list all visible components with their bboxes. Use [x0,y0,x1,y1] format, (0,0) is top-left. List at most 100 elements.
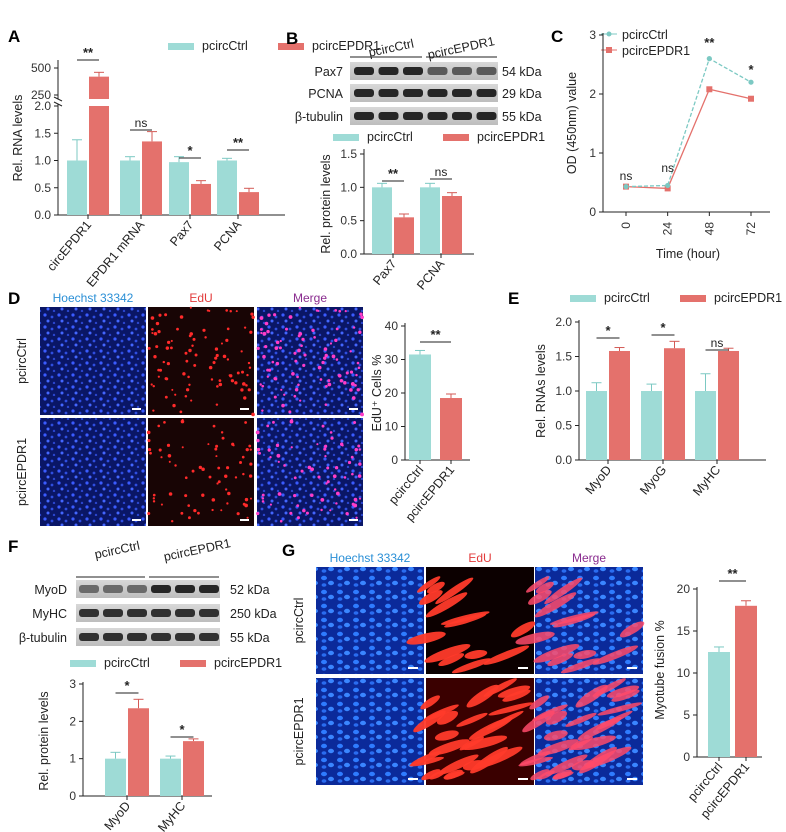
bar-epdr-EPDR1 mRNA [142,141,162,215]
cell-dot [353,421,357,424]
myotube [421,769,441,781]
cell-dot [206,309,210,312]
cell-dot [248,366,252,370]
blot-band [199,633,219,641]
cell-dot [268,368,272,372]
myotube [597,702,643,716]
myotube [553,613,596,628]
cell-dot [146,430,151,435]
myotube [420,695,440,710]
cell-dot [184,476,188,480]
scale-bar [349,519,358,521]
myotube [424,644,471,663]
cell-dot [266,424,270,428]
y-tick-label: 2 [589,87,596,101]
blot-band [79,633,99,641]
myotube [547,653,574,667]
image-column-label: EdU [189,291,212,305]
bar-pcircCtrl [409,354,431,460]
significance-label: * [748,62,754,77]
blot-row-label: MyoD [34,583,67,597]
myotube [619,621,645,638]
cell-dot [273,395,277,399]
panel-letter: G [282,541,295,560]
y-tick-label: 250 [31,88,51,102]
myotube [456,712,488,727]
blot-band [103,633,123,641]
cell-dot [220,342,224,345]
cell-dot [264,321,269,326]
cell-dot [165,346,170,350]
blot-band [354,89,374,97]
cell-dot [198,465,203,470]
y-axis-label: Myotube fusion % [653,620,667,719]
blot-row-bg [350,107,498,125]
y-tick-label: 1.5 [340,147,357,161]
cell-dot [261,384,265,388]
blot-band [199,609,219,617]
cell-dot [320,508,323,512]
myotube [528,590,552,605]
cell-dot [230,379,235,383]
cell-dot [290,446,293,449]
cell-dot [311,328,315,333]
cell-dot [231,442,235,446]
cell-dot [343,381,347,385]
y-tick-label: 0.0 [340,247,357,261]
cell-dot [344,310,347,313]
blot-row-bg [350,62,498,80]
cell-dot [338,309,342,313]
cell-dot [240,388,244,392]
cell-dot [256,438,260,443]
cell-dot [179,315,184,319]
bar-ctrl-EPDR1 mRNA [120,160,140,215]
cell-dot [166,340,171,345]
cell-dot [207,443,210,446]
cell-dot [279,339,282,343]
blot-band [378,112,399,120]
y-tick-label: 0.0 [34,208,51,222]
cell-dot [323,347,328,351]
cell-dot [179,410,183,414]
bar-pcircCtrl [708,652,730,757]
cell-dot [300,344,303,348]
blot-band [452,112,472,120]
cell-dot [264,344,268,349]
y-tick-label: 500 [31,61,51,75]
cell-dot [285,327,289,331]
cell-dot [267,448,271,452]
cell-dot [331,354,336,359]
cell-dot [214,447,218,451]
cell-dot [297,348,301,353]
point-epdr [706,86,713,93]
y-tick-label: 0.5 [34,181,51,195]
cell-dot [296,504,300,508]
myotube [547,754,588,775]
cell-dot [299,399,302,402]
scale-bar [408,778,418,780]
blot-band [175,585,195,593]
series-line-epdr [625,88,752,190]
point-ctrl [748,79,754,85]
cell-dot [266,375,269,378]
cell-dot [188,348,192,353]
y-tick-label: 0.5 [340,214,357,228]
cell-dot [359,312,363,316]
cell-dot [147,447,152,452]
cell-dot [188,334,192,338]
cell-dot [281,403,285,408]
cell-dot [152,500,156,503]
myotube [436,710,459,725]
legend-label-ctrl: pcircCtrl [622,28,668,42]
cell-dot [170,339,173,343]
blot-row-label: β-tubulin [19,631,67,645]
legend-swatch-epdr [443,134,469,141]
legend-swatch-ctrl [168,43,194,50]
legend-label-ctrl: pcircCtrl [104,656,150,670]
cell-dot [315,309,319,312]
cell-dot [246,516,249,519]
cell-dot [160,456,163,459]
significance-label: * [124,678,130,693]
myotube [535,581,554,594]
blot-row-label: β-tubulin [295,110,343,124]
